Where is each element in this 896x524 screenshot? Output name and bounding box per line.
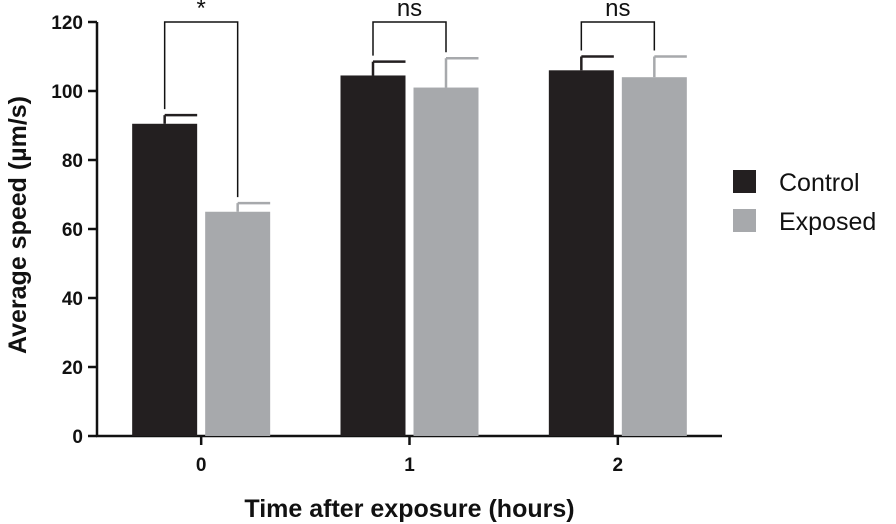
bars bbox=[132, 55, 687, 437]
x-axis: 0 1 2 bbox=[96, 434, 722, 476]
significance-bracket bbox=[580, 21, 656, 51]
bar-exposed-2 bbox=[621, 77, 687, 436]
legend-swatch-exposed bbox=[733, 209, 756, 232]
y-tick-label: 0 bbox=[72, 427, 83, 448]
significance-bracket bbox=[163, 21, 239, 198]
x-tick-label: 0 bbox=[196, 455, 207, 476]
bar-exposed-0 bbox=[205, 211, 271, 436]
y-axis: 0 20 40 60 80 100 120 bbox=[51, 13, 99, 448]
significance-label: ns bbox=[605, 0, 630, 22]
significance-brackets: * ns ns bbox=[163, 0, 656, 198]
bar-exposed-1 bbox=[413, 87, 479, 437]
y-tick-label: 40 bbox=[62, 289, 83, 310]
x-tick-label: 1 bbox=[404, 455, 415, 476]
bar-control-2 bbox=[548, 70, 614, 437]
y-tick-label: 20 bbox=[62, 358, 83, 379]
y-axis-title: Average speed (µm/s) bbox=[4, 96, 32, 354]
legend-label-exposed: Exposed bbox=[779, 208, 876, 236]
bar-control-0 bbox=[132, 123, 198, 437]
significance-bracket bbox=[372, 21, 447, 56]
legend-label-control: Control bbox=[779, 169, 860, 197]
x-axis-title: Time after exposure (hours) bbox=[244, 495, 574, 523]
x-tick-label: 2 bbox=[613, 455, 624, 476]
y-tick-label: 120 bbox=[51, 13, 83, 34]
significance-label: ns bbox=[397, 0, 422, 22]
y-tick-label: 60 bbox=[62, 220, 83, 241]
y-tick-label: 80 bbox=[62, 151, 83, 172]
bar-control-1 bbox=[340, 75, 406, 436]
significance-label: * bbox=[196, 0, 205, 22]
y-tick-label: 100 bbox=[51, 82, 83, 103]
legend-swatch-control bbox=[733, 170, 756, 193]
legend: Control Exposed bbox=[733, 169, 876, 236]
